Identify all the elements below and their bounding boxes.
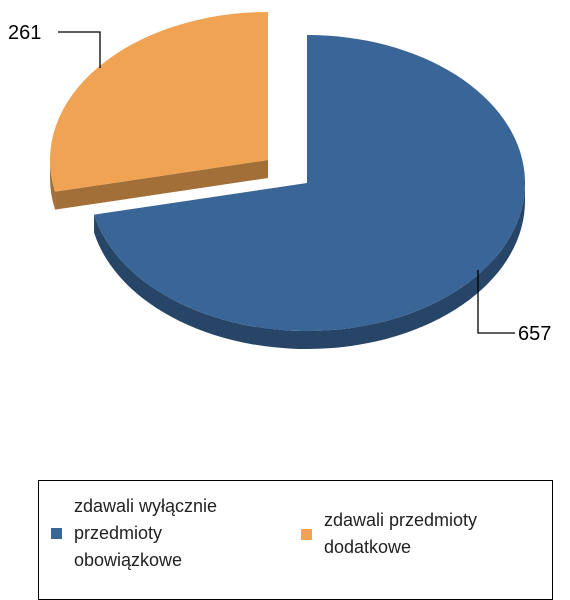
legend-text: zdawali wyłącznie przedmioty obowiązkowe	[74, 496, 218, 570]
slice-side	[50, 160, 56, 210]
slice-side	[55, 160, 269, 210]
chart: 261 657	[8, 12, 551, 349]
legend-item: zdawali przedmioty dodatkowe	[301, 507, 551, 561]
legend-swatch	[51, 528, 62, 539]
legend-text: zdawali przedmioty dodatkowe	[324, 510, 478, 557]
slice	[49, 12, 268, 192]
legend-item: zdawali wyłącznie przedmioty obowiązkowe	[51, 493, 281, 574]
legend: zdawali wyłącznie przedmioty obowiązkowe…	[38, 480, 553, 600]
value-label: 261	[8, 22, 41, 44]
leader-line	[477, 270, 515, 334]
value-label: 657	[518, 323, 551, 345]
legend-swatch	[301, 528, 312, 540]
slice	[94, 35, 526, 332]
leader-line	[58, 31, 101, 68]
